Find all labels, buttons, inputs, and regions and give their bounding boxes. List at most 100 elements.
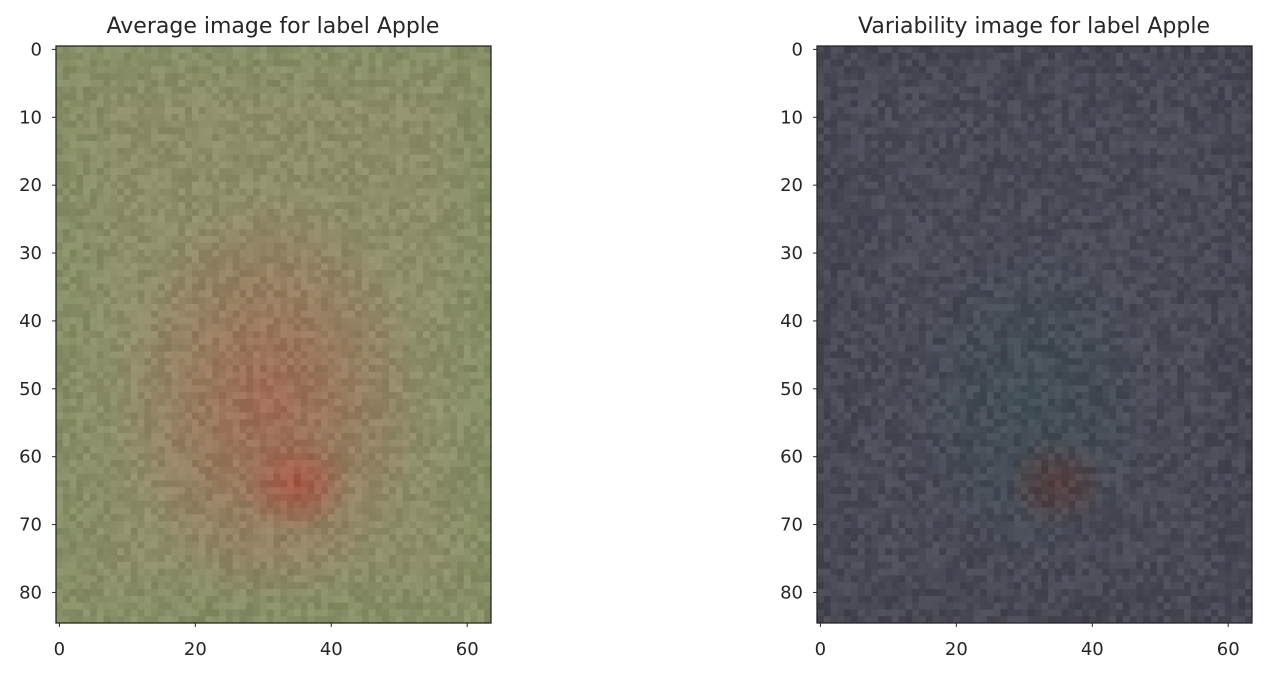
average-image-pixel	[239, 263, 247, 271]
average-image-pixel	[348, 181, 356, 189]
average-image-pixel	[212, 195, 220, 203]
average-image-pixel	[62, 290, 70, 298]
average-image-pixel	[110, 188, 118, 196]
average-image-pixel	[56, 351, 64, 359]
average-image-pixel	[110, 270, 118, 278]
average-image-pixel	[314, 541, 322, 549]
average-image-pixel	[355, 405, 363, 413]
average-image-pixel	[409, 107, 417, 115]
average-image-pixel	[402, 303, 410, 312]
average-image-pixel	[69, 568, 77, 576]
average-image-pixel	[389, 290, 397, 298]
average-image-pixel	[389, 541, 397, 549]
average-image-pixel	[164, 358, 172, 366]
average-image-pixel	[164, 256, 172, 264]
average-image-pixel	[246, 351, 254, 359]
average-image-pixel	[62, 46, 70, 54]
average-image-pixel	[355, 147, 363, 156]
average-image-pixel	[402, 426, 410, 434]
average-image-pixel	[205, 378, 213, 386]
average-image-pixel	[463, 59, 472, 67]
average-image-pixel	[300, 202, 308, 210]
average-image-pixel	[429, 385, 438, 393]
average-image-pixel	[389, 100, 397, 108]
average-image-pixel	[212, 73, 220, 81]
average-image-pixel	[334, 270, 342, 278]
average-image-pixel	[205, 100, 213, 108]
average-image-pixel	[457, 378, 465, 386]
average-image-pixel	[198, 276, 206, 284]
average-image-pixel	[205, 120, 213, 128]
average-image-pixel	[287, 439, 295, 447]
average-image-pixel	[470, 446, 478, 454]
average-image-pixel	[443, 398, 451, 407]
average-image-pixel	[69, 147, 77, 156]
average-image-pixel	[205, 52, 213, 60]
average-image-pixel	[450, 487, 458, 495]
average-image-pixel	[382, 242, 390, 251]
average-image-pixel	[321, 188, 329, 196]
average-image-pixel	[103, 358, 111, 366]
average-image-pixel	[171, 466, 179, 475]
average-image-pixel	[76, 283, 84, 291]
average-image-pixel	[103, 534, 111, 542]
average-image-pixel	[178, 66, 186, 74]
average-image-pixel	[287, 534, 295, 542]
average-image-pixel	[382, 351, 390, 359]
average-image-pixel	[239, 86, 247, 94]
average-image-pixel	[123, 113, 132, 122]
average-image-pixel	[361, 161, 370, 169]
average-image-pixel	[457, 460, 465, 468]
average-image-pixel	[103, 446, 111, 454]
average-image-pixel	[246, 392, 254, 400]
average-image-pixel	[293, 534, 302, 542]
average-image-pixel	[280, 548, 288, 556]
average-image-pixel	[157, 283, 166, 291]
average-image-pixel	[212, 52, 220, 60]
average-image-pixel	[470, 507, 478, 515]
average-image-pixel	[164, 202, 172, 210]
average-image-pixel	[212, 270, 220, 278]
average-image-pixel	[130, 480, 138, 488]
average-image-pixel	[293, 93, 302, 101]
average-image-pixel	[457, 317, 465, 325]
average-image-pixel	[463, 358, 472, 366]
average-image-pixel	[443, 466, 451, 475]
average-image-pixel	[164, 168, 172, 176]
average-image-pixel	[62, 324, 70, 332]
average-image-pixel	[429, 405, 438, 413]
average-image-pixel	[375, 208, 383, 217]
average-image-pixel	[429, 66, 438, 74]
average-image-pixel	[212, 507, 220, 515]
average-image-pixel	[110, 487, 118, 495]
average-image-pixel	[191, 527, 200, 536]
average-image-pixel	[151, 494, 159, 502]
average-image-pixel	[382, 358, 390, 366]
average-image-pixel	[253, 446, 261, 454]
average-image-pixel	[259, 181, 268, 189]
average-image-pixel	[341, 174, 349, 183]
average-image-pixel	[368, 310, 376, 318]
average-image-pixel	[205, 113, 213, 122]
average-image-pixel	[436, 561, 444, 570]
average-image-pixel	[416, 344, 424, 352]
average-image-pixel	[83, 371, 91, 380]
average-image-pixel	[232, 73, 240, 81]
average-image-pixel	[355, 174, 363, 183]
average-image-pixel	[266, 283, 274, 291]
average-image-pixel	[266, 154, 274, 162]
average-image-pixel	[212, 344, 220, 352]
average-image-pixel	[259, 107, 268, 115]
average-image-pixel	[117, 527, 125, 536]
average-image-pixel	[375, 147, 383, 156]
average-image-pixel	[450, 188, 458, 196]
average-image-pixel	[191, 290, 200, 298]
average-image-pixel	[382, 432, 390, 441]
average-image-pixel	[205, 507, 213, 515]
average-image-pixel	[164, 86, 172, 94]
average-image-pixel	[89, 188, 98, 196]
average-image-pixel	[293, 412, 302, 420]
average-image-pixel	[477, 52, 485, 60]
average-image-pixel	[327, 521, 336, 529]
average-image-pixel	[151, 79, 159, 88]
